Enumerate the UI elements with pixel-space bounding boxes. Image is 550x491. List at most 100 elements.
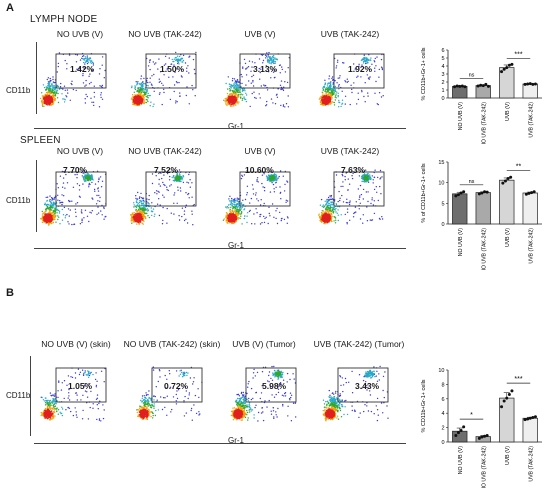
facs-dot bbox=[155, 190, 158, 192]
facs-dot bbox=[158, 93, 161, 95]
facs-dot bbox=[50, 209, 53, 211]
facs-dot bbox=[250, 82, 252, 84]
facs-dot bbox=[246, 169, 248, 172]
facs-dot bbox=[256, 179, 258, 181]
facs-dot bbox=[133, 91, 135, 93]
facs-dot bbox=[93, 85, 95, 87]
facs-dot bbox=[136, 199, 138, 201]
facs-dot bbox=[178, 63, 180, 65]
facs-dot bbox=[240, 93, 242, 95]
facs-dot bbox=[243, 97, 245, 99]
facs-dot bbox=[180, 176, 182, 179]
facs-dot bbox=[133, 202, 135, 204]
facs-dot bbox=[177, 55, 179, 57]
facs-dot bbox=[367, 77, 370, 79]
facs-dot bbox=[182, 181, 185, 184]
facs-dot bbox=[66, 68, 68, 70]
facs-dot bbox=[237, 214, 240, 216]
facs-dot bbox=[234, 103, 236, 106]
facs-dot bbox=[151, 214, 153, 217]
facs-dot bbox=[92, 198, 94, 200]
facs-dot bbox=[241, 175, 244, 177]
facs-dot bbox=[335, 207, 337, 210]
facs-dot bbox=[376, 56, 378, 58]
facs-dot bbox=[142, 223, 144, 225]
facs-dot bbox=[155, 62, 157, 64]
facs-dot bbox=[359, 184, 362, 187]
facs-dot bbox=[60, 82, 62, 85]
facs-dot bbox=[261, 222, 263, 224]
facs-dot bbox=[146, 201, 148, 203]
facs-dot bbox=[285, 103, 288, 105]
facs-dot bbox=[322, 104, 324, 106]
lymph-sample-label-3: UVB (V) bbox=[244, 29, 276, 39]
facs-dot bbox=[238, 198, 240, 201]
facs-dot bbox=[162, 194, 164, 196]
facs-dot bbox=[242, 89, 244, 91]
facs-dot bbox=[166, 68, 168, 70]
facs-dot bbox=[228, 200, 231, 202]
facs-dot bbox=[139, 98, 141, 100]
facs-dot bbox=[335, 203, 338, 206]
facs-dot bbox=[253, 213, 255, 215]
facs-dot bbox=[232, 77, 234, 80]
facs-dot bbox=[51, 198, 54, 200]
facs-dot bbox=[72, 186, 75, 188]
facs-dot bbox=[273, 176, 275, 178]
lymph-pct-2: 1.50% bbox=[160, 64, 185, 74]
facs-dot bbox=[240, 73, 242, 76]
facs-dot bbox=[282, 104, 285, 106]
facs-dot bbox=[57, 199, 59, 201]
facs-dot bbox=[341, 90, 343, 92]
facs-dot bbox=[133, 206, 135, 208]
facs-dot bbox=[234, 206, 237, 208]
facs-dot bbox=[140, 99, 143, 102]
facs-dot bbox=[322, 100, 324, 102]
facs-dot bbox=[149, 68, 151, 71]
facs-dot bbox=[61, 219, 64, 221]
facs-dot bbox=[273, 179, 275, 182]
facs-dot bbox=[243, 217, 245, 220]
facs-dot bbox=[244, 98, 246, 101]
facs-dot bbox=[182, 61, 184, 63]
facs-dot bbox=[338, 106, 340, 108]
facs-dot bbox=[132, 103, 134, 106]
facs-dot bbox=[340, 214, 342, 216]
facs-dot bbox=[170, 63, 172, 65]
facs-dot bbox=[169, 98, 172, 101]
panel-a-letter: A bbox=[6, 2, 14, 14]
facs-dot bbox=[140, 78, 142, 80]
facs-dot bbox=[286, 81, 289, 84]
facs-dot bbox=[146, 208, 148, 210]
facs-dot bbox=[87, 179, 89, 181]
facs-dot bbox=[67, 221, 69, 223]
facs-dot bbox=[175, 59, 177, 62]
facs-dot bbox=[264, 54, 267, 56]
facs-dot bbox=[84, 85, 86, 87]
facs-dot bbox=[233, 84, 235, 86]
facs-dot bbox=[147, 215, 149, 217]
facs-dot bbox=[178, 173, 181, 175]
lymph-pct-4: 1.92% bbox=[348, 64, 373, 74]
facs-dot bbox=[139, 83, 141, 85]
facs-dot bbox=[378, 76, 380, 78]
facs-dot bbox=[143, 212, 145, 214]
facs-dot bbox=[242, 94, 244, 96]
facs-dot bbox=[363, 60, 365, 63]
facs-dot bbox=[173, 177, 175, 179]
facs-dot bbox=[84, 173, 86, 175]
facs-dot bbox=[50, 79, 52, 82]
facs-dot bbox=[48, 84, 50, 86]
facs-dot bbox=[177, 60, 180, 62]
facs-dot bbox=[260, 199, 262, 201]
facs-dot bbox=[257, 181, 259, 183]
facs-dot bbox=[140, 217, 142, 220]
facs-dot bbox=[159, 80, 161, 83]
facs-dot bbox=[130, 98, 133, 100]
facs-dot bbox=[56, 71, 58, 73]
facs-dot bbox=[227, 88, 229, 90]
facs-dot bbox=[236, 199, 238, 201]
facs-dot bbox=[90, 59, 92, 62]
facs-dot bbox=[84, 180, 86, 183]
facs-dot bbox=[232, 212, 234, 215]
